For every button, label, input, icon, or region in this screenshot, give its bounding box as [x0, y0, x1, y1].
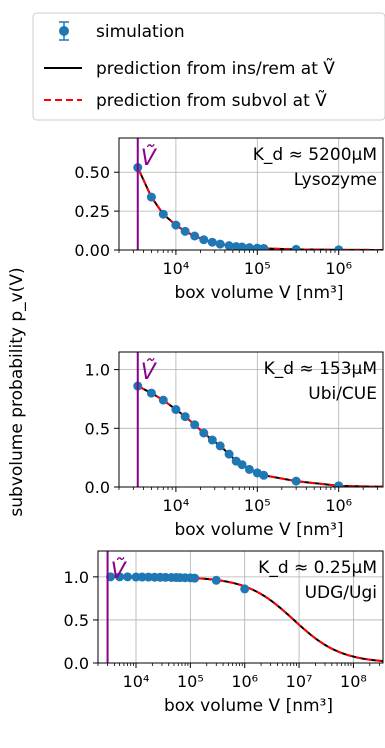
x-axis-label: box volume V [nm³]	[175, 283, 344, 303]
simulation-point	[171, 405, 181, 415]
legend-simulation-label: simulation	[96, 22, 185, 42]
v-tilde-label: Ṽ	[141, 358, 158, 385]
complex-name-label: Lysozyme	[294, 170, 377, 190]
panel-ubi-cue: Ṽ 10⁴ 10⁵ 10⁶ 0.0 0.5 1.0 box volume V [nm³] K_d…	[85, 351, 384, 540]
x-tick-label: 10⁶	[231, 672, 258, 691]
simulation-point	[123, 572, 133, 582]
panel-lysozyme: Ṽ 10⁴ 10⁵ 10⁶ 0.00 0.25 0.50 box volume V [nm³]…	[74, 137, 384, 303]
x-axis-label: box volume V [nm³]	[175, 520, 344, 540]
simulation-point	[190, 420, 200, 430]
simulation-point	[180, 226, 190, 236]
legend-simulation-marker	[59, 21, 69, 41]
legend-subvol-label: prediction from subvol at Ṽ	[96, 89, 327, 111]
simulation-point	[244, 464, 254, 474]
simulation-point	[259, 470, 269, 480]
simulation-point	[215, 239, 225, 249]
axes-frame	[118, 137, 384, 251]
y-tick-label: 0.50	[74, 163, 110, 182]
simulation-point	[244, 243, 254, 250]
shared-y-axis-label: subvolume probability p_v(V)	[7, 267, 27, 516]
simulation-point	[199, 428, 209, 438]
kd-annotation: K_d ≈ 0.25μM	[258, 558, 377, 578]
simulation-point	[146, 192, 156, 202]
simulation-point	[224, 449, 234, 459]
x-tick-label: 10⁵	[244, 496, 271, 515]
simulation-point	[207, 237, 217, 247]
simulation-point	[291, 244, 301, 250]
axes-frame	[118, 351, 384, 488]
simulation-point	[224, 241, 234, 250]
x-tick-label: 10⁴	[163, 496, 190, 515]
simulation-point	[146, 388, 156, 398]
simulation-point	[334, 245, 344, 250]
x-axis-label: box volume V [nm³]	[164, 696, 333, 716]
simulation-point	[334, 481, 344, 487]
simulation-point	[207, 435, 217, 445]
simulation-point	[171, 220, 181, 230]
complex-name-label: Ubi/CUE	[308, 384, 377, 404]
simulation-point	[180, 412, 190, 422]
curve-group	[106, 572, 383, 663]
panel-udg-ugi: Ṽ 10⁴ 10⁵ 10⁶ 10⁷ 10⁸ 0.0 0.5 1.0 box volume V [n…	[64, 550, 384, 716]
v-tilde-label: Ṽ	[111, 557, 128, 584]
x-tick-label: 10⁴	[123, 672, 150, 691]
kd-annotation: K_d ≈ 5200μM	[253, 145, 377, 165]
x-tick-label: 10⁵	[177, 672, 204, 691]
complex-name-label: UDG/Ugi	[305, 583, 377, 603]
legend-ins-rem-label: prediction from ins/rem at Ṽ	[96, 57, 335, 79]
y-tick-label: 0.5	[85, 419, 110, 438]
y-tick-label: 1.0	[64, 568, 89, 587]
simulation-point	[259, 243, 269, 250]
simulation-point	[158, 209, 168, 219]
curve-group	[133, 163, 383, 250]
v-tilde-label: Ṽ	[141, 144, 158, 171]
simulation-point	[137, 572, 147, 582]
axes-frame	[97, 550, 384, 664]
simulation-point	[190, 573, 200, 583]
simulation-point	[215, 441, 225, 451]
y-tick-label: 0.0	[85, 478, 110, 497]
x-tick-label: 10⁶	[325, 259, 352, 278]
simulation-point	[240, 584, 250, 594]
legend: simulation prediction from ins/rem at Ṽ …	[32, 12, 385, 121]
x-tick-label: 10⁶	[325, 496, 352, 515]
x-tick-label: 10⁷	[286, 672, 313, 691]
legend-frame	[32, 12, 385, 121]
simulation-point	[237, 242, 247, 250]
simulation-point	[211, 575, 221, 585]
x-tick-label: 10⁸	[340, 672, 367, 691]
simulation-point	[115, 572, 125, 582]
simulation-point	[158, 395, 168, 405]
y-tick-label: 1.0	[85, 361, 110, 380]
y-tick-label: 0.00	[74, 241, 110, 260]
x-tick-label: 10⁴	[163, 259, 190, 278]
simulation-point	[131, 572, 141, 582]
kd-annotation: K_d ≈ 153μM	[264, 359, 377, 379]
simulation-point	[291, 476, 301, 486]
x-tick-label: 10⁵	[244, 259, 271, 278]
simulation-point	[199, 235, 209, 245]
simulation-point	[190, 231, 200, 241]
y-tick-label: 0.25	[74, 202, 110, 221]
simulation-point	[237, 460, 247, 470]
y-tick-label: 0.0	[64, 654, 89, 673]
y-tick-label: 0.5	[64, 611, 89, 630]
curve-group	[133, 381, 383, 487]
